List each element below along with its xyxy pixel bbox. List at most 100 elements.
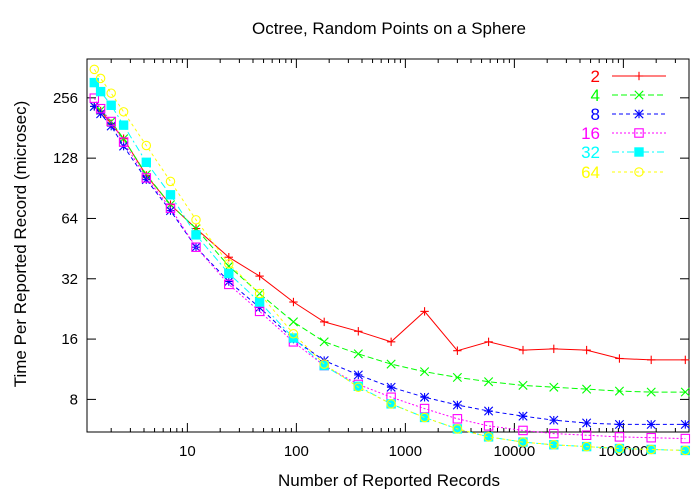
data-point [255,271,264,281]
data-point [681,355,690,365]
data-point [483,421,494,431]
data-point [224,276,234,287]
data-point [386,337,396,347]
y-axis-label: Time Per Reported Record (microsec) [11,101,30,388]
data-point [95,73,106,84]
data-point [319,337,329,347]
legend-marker [634,147,644,157]
data-point [354,327,363,336]
legend-item-32: 32 [581,143,666,162]
data-point [141,157,152,168]
data-point [549,440,559,450]
data-point [549,428,559,439]
data-point [646,419,656,430]
y-tick-label: 64 [61,210,78,227]
data-point [452,372,462,382]
data-point [106,88,116,98]
data-point [386,399,396,409]
data-point [118,120,129,130]
x-tick-label: 1000 [389,443,422,460]
data-point [452,424,463,434]
data-point [353,370,363,380]
data-point [89,77,99,88]
y-tick-label: 256 [53,90,78,107]
data-point [518,380,528,390]
x-tick-label: 100 [284,443,309,460]
data-point [680,387,690,397]
series-line [93,69,686,451]
data-point [582,384,592,394]
legend-item-64: 64 [581,163,666,182]
data-point [165,203,176,213]
legend-marker [634,167,644,177]
series-line [93,82,686,451]
data-point [483,432,494,442]
data-point [419,392,430,402]
data-point [518,411,528,421]
legend-marker [634,109,644,119]
y-tick-label: 16 [61,331,78,348]
data-point [614,432,625,442]
data-point [191,242,201,252]
data-point [680,445,691,456]
data-point [289,297,298,307]
data-point [549,415,559,425]
data-point [165,176,176,187]
series-line [94,105,686,393]
x-tick-label: 10 [179,443,196,460]
legend-item-4: 4 [591,86,666,105]
data-point [386,382,396,392]
data-point [254,288,265,299]
data-point [646,355,656,365]
data-point [419,367,430,377]
data-point [95,86,106,97]
data-point [549,344,559,354]
series-layer [89,64,691,456]
data-point [386,359,396,369]
axes: 101001000100001000008163264128256 [53,58,690,460]
data-point [288,317,299,327]
data-point [254,297,265,307]
data-point [319,317,329,327]
data-point [646,387,656,397]
data-point [191,230,201,240]
legend-label: 8 [591,105,600,124]
chart-title: Octree, Random Points on a Sphere [252,19,526,38]
data-point [452,414,463,424]
data-point [483,406,494,416]
legend-marker [634,90,644,100]
data-point [89,101,99,111]
data-point [549,382,559,392]
data-point [646,444,656,455]
series-line [93,97,686,440]
data-point [614,443,625,454]
data-point [518,345,528,355]
data-point [419,412,430,423]
legend-item-8: 8 [591,105,666,124]
y-tick-label: 32 [61,271,78,288]
data-point [453,346,462,355]
data-point [165,190,176,200]
data-point [582,345,591,355]
data-point [191,215,201,225]
data-point [581,441,592,452]
data-point [118,107,129,117]
data-point [680,419,690,430]
data-point [353,349,363,359]
data-point [615,354,624,363]
data-point [680,433,691,444]
legend-marker [634,71,644,81]
data-point [118,137,129,147]
data-point [288,329,299,339]
data-point [224,268,234,279]
legend-label: 2 [591,67,600,86]
legend-item-16: 16 [581,124,666,143]
data-point [224,279,234,290]
legend-label: 4 [591,86,600,105]
y-tick-label: 128 [53,150,78,167]
data-point [95,103,106,114]
data-point [141,140,152,151]
